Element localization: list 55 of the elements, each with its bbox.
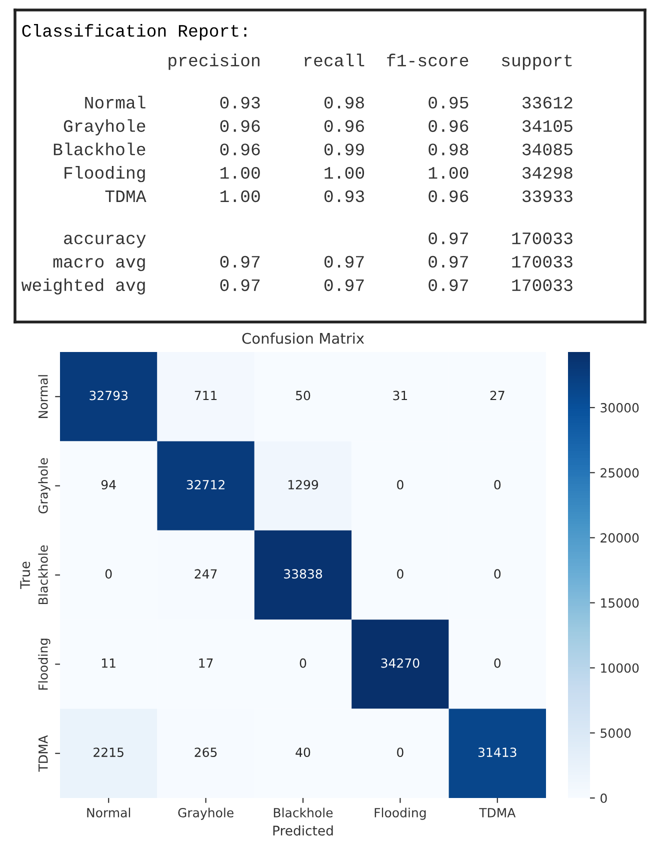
y-tick-label: Flooding xyxy=(38,638,50,690)
data-label: 247 xyxy=(194,569,217,578)
data-label: 0 xyxy=(300,658,306,668)
text: precision recall f1-score support xyxy=(168,54,572,70)
y-tick-label: Grayhole xyxy=(38,458,50,514)
data-label: 31 xyxy=(393,390,407,400)
text: Classification Report: xyxy=(22,24,246,40)
text: macro avg 0.97 0.97 0.97 170033 xyxy=(53,256,572,272)
data-label: 1299 xyxy=(288,480,318,490)
data-label: 33838 xyxy=(284,569,322,579)
text: Grayhole 0.96 0.96 0.96 34105 xyxy=(64,119,572,136)
color-bar-label: 5000 xyxy=(600,728,631,738)
color-bar-label: 25000 xyxy=(600,468,639,478)
x-tick-label: Normal xyxy=(87,808,130,818)
data-label: 17 xyxy=(199,658,213,668)
data-label: 94 xyxy=(101,480,116,490)
y-tick-label: Normal xyxy=(38,375,48,418)
color-bar-label: 30000 xyxy=(600,403,639,412)
color-bar-label: 0 xyxy=(600,793,607,803)
x-tick-label: TDMA xyxy=(479,808,516,818)
data-label: 32712 xyxy=(186,480,224,490)
color-bar-label: 15000 xyxy=(601,598,639,608)
data-label: 2215 xyxy=(94,748,124,758)
data-label: 32793 xyxy=(90,390,128,400)
data-label: 40 xyxy=(296,748,310,758)
x-tick-label: Flooding xyxy=(374,808,426,820)
color-bar-label: 20000 xyxy=(600,533,639,543)
data-label: 31413 xyxy=(478,748,516,758)
data-label: 11 xyxy=(102,658,116,668)
y-axis-title: True xyxy=(20,562,30,590)
y-tick-label: TDMA xyxy=(38,735,48,772)
x-axis-title: Predicted xyxy=(273,825,333,836)
data-label: 711 xyxy=(194,390,217,400)
data-label: 27 xyxy=(490,390,504,400)
data-label: 50 xyxy=(296,390,310,400)
data-label: 0 xyxy=(397,480,404,490)
data-label: 0 xyxy=(494,658,501,668)
text: TDMA 1.00 0.93 0.96 33933 xyxy=(105,190,572,202)
text: accuracy 0.97 170033 xyxy=(64,232,572,248)
y-tick-label: Blackhole xyxy=(38,545,48,604)
data-label: 0 xyxy=(494,480,501,490)
data-label: 34270 xyxy=(381,658,420,668)
data-label: 0 xyxy=(397,569,404,579)
x-tick-label: Blackhole xyxy=(274,808,333,818)
x-tick-label: Grayhole xyxy=(178,808,234,820)
text: Blackhole 0.96 0.99 0.98 34085 xyxy=(54,142,572,156)
text: weighted avg 0.97 0.97 0.97 170033 xyxy=(21,278,572,294)
color-bar-label: 10000 xyxy=(601,663,639,673)
data-label: 0 xyxy=(397,748,404,758)
text: Normal 0.93 0.98 0.95 33612 xyxy=(85,96,572,109)
data-label: 0 xyxy=(494,569,501,579)
data-label: 265 xyxy=(194,748,217,758)
chart-title: Confusion Matrix xyxy=(242,332,364,344)
data-label: 0 xyxy=(105,569,112,579)
text: Flooding 1.00 1.00 1.00 34298 xyxy=(64,166,572,182)
